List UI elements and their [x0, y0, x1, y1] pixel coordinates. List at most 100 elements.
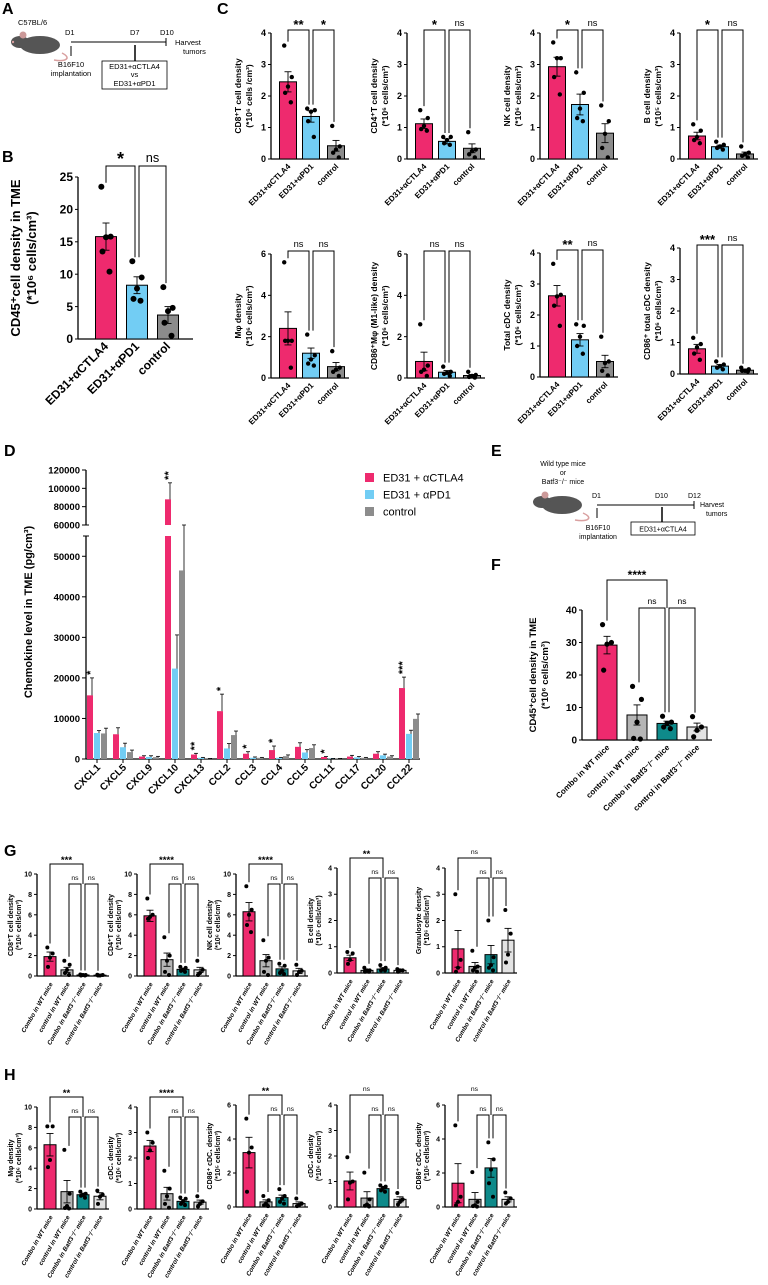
data-point: [491, 968, 495, 972]
data-point: [245, 923, 249, 927]
legend-swatch: [365, 490, 374, 499]
significance-label: ***: [397, 661, 409, 675]
significance-label: ****: [258, 855, 273, 866]
y-tick-label: 4: [436, 1136, 440, 1143]
day-label: D1: [592, 493, 601, 500]
data-point: [337, 155, 341, 159]
significance-label: *: [85, 670, 97, 675]
data-point: [721, 147, 725, 151]
data-point: [264, 959, 268, 963]
y-axis-label: CD4⁺T cell density: [369, 58, 379, 134]
data-point: [466, 370, 470, 374]
data-point: [555, 56, 559, 60]
data-point: [362, 1171, 366, 1175]
y-tick-label: 0: [571, 736, 577, 747]
data-point: [454, 970, 458, 974]
data-point: [467, 152, 471, 156]
data-point: [309, 110, 313, 114]
x-tick-label: control: [724, 377, 750, 403]
x-tick-label: CCL11: [307, 762, 337, 792]
data-point: [467, 375, 471, 379]
y-tick-label: 20000: [54, 673, 80, 684]
y-axis-label: cDC₁ density: [108, 1136, 115, 1179]
y-tick-label: 20: [60, 203, 74, 217]
data-point: [345, 950, 349, 954]
data-point: [305, 106, 309, 110]
x-tick-label: CCL2: [207, 762, 234, 789]
bar: [354, 757, 360, 759]
y-axis-label: (*10⁶ cells/cm³): [244, 285, 254, 346]
y-tick-label: 10: [24, 1104, 32, 1111]
bar: [165, 499, 171, 525]
significance-label: ns: [648, 596, 657, 606]
data-point: [419, 370, 423, 374]
data-point: [249, 930, 253, 934]
y-tick-label: 0: [128, 973, 132, 980]
y-axis-label: CD4⁺T cell density: [108, 894, 115, 956]
y-tick-label: 0: [530, 372, 535, 382]
data-point: [163, 1202, 167, 1206]
x-tick-label: control: [134, 339, 173, 378]
y-tick-label: 0: [530, 154, 535, 164]
bar: [269, 750, 275, 759]
y-tick-label: 0: [28, 1206, 32, 1213]
legend-label: ED31 + αPD1: [383, 490, 451, 502]
data-point: [503, 908, 507, 912]
data-point: [277, 1187, 281, 1191]
y-axis-label: CD86⁺Mφ (M1-like) density: [369, 262, 379, 371]
data-point: [62, 1148, 66, 1152]
y-axis-label: Chemokine level in TME (pg/cm³): [23, 525, 35, 698]
panel-label-e: E: [491, 443, 502, 460]
data-point: [337, 374, 341, 378]
data-point: [168, 954, 172, 958]
data-point: [581, 119, 585, 123]
y-tick-label: 10: [60, 267, 74, 281]
data-point: [574, 322, 578, 326]
y-tick-label: 6: [128, 912, 132, 919]
y-tick-label: 50000: [54, 552, 80, 563]
significance-label: ns: [388, 1106, 396, 1113]
significance-label: ns: [471, 1086, 479, 1093]
data-point: [138, 298, 144, 304]
y-tick-label: 8: [28, 892, 32, 899]
treatment-label: vs: [131, 70, 139, 79]
significance-bracket: [350, 1095, 383, 1153]
data-point: [509, 932, 513, 936]
data-point: [244, 1117, 248, 1121]
data-point: [660, 714, 665, 719]
y-axis-label: (*10⁶ cells/cm³): [16, 900, 23, 950]
data-point: [492, 1157, 496, 1161]
y-tick-label: 4: [397, 290, 402, 300]
y-tick-label: 4: [328, 865, 332, 872]
significance-label: *: [117, 149, 124, 169]
data-point: [552, 75, 556, 79]
bar: [127, 752, 133, 759]
data-point: [442, 141, 446, 145]
significance-bracket: [284, 1115, 297, 1195]
data-point: [699, 724, 704, 729]
data-point: [607, 359, 611, 363]
data-point: [396, 1202, 400, 1206]
data-point: [575, 344, 579, 348]
data-point: [558, 92, 562, 96]
data-point: [146, 917, 150, 921]
bar: [198, 758, 204, 759]
y-tick-label: 25: [60, 170, 74, 184]
chart-panel-d: 0100002000030000400005000060000800001000…: [23, 466, 464, 798]
bar: [243, 754, 249, 759]
significance-bracket: [313, 251, 334, 347]
legend-swatch: [365, 473, 374, 482]
bar: [191, 755, 197, 759]
harvest-label: Harvest: [175, 38, 202, 47]
data-point: [283, 339, 287, 343]
significance-label: ns: [588, 18, 598, 28]
data-point: [309, 357, 313, 361]
day-label: D12: [688, 493, 701, 500]
data-point: [470, 1170, 474, 1174]
y-tick-label: 6: [28, 912, 32, 919]
bar: [413, 719, 419, 759]
y-tick-label: 0: [66, 332, 73, 346]
